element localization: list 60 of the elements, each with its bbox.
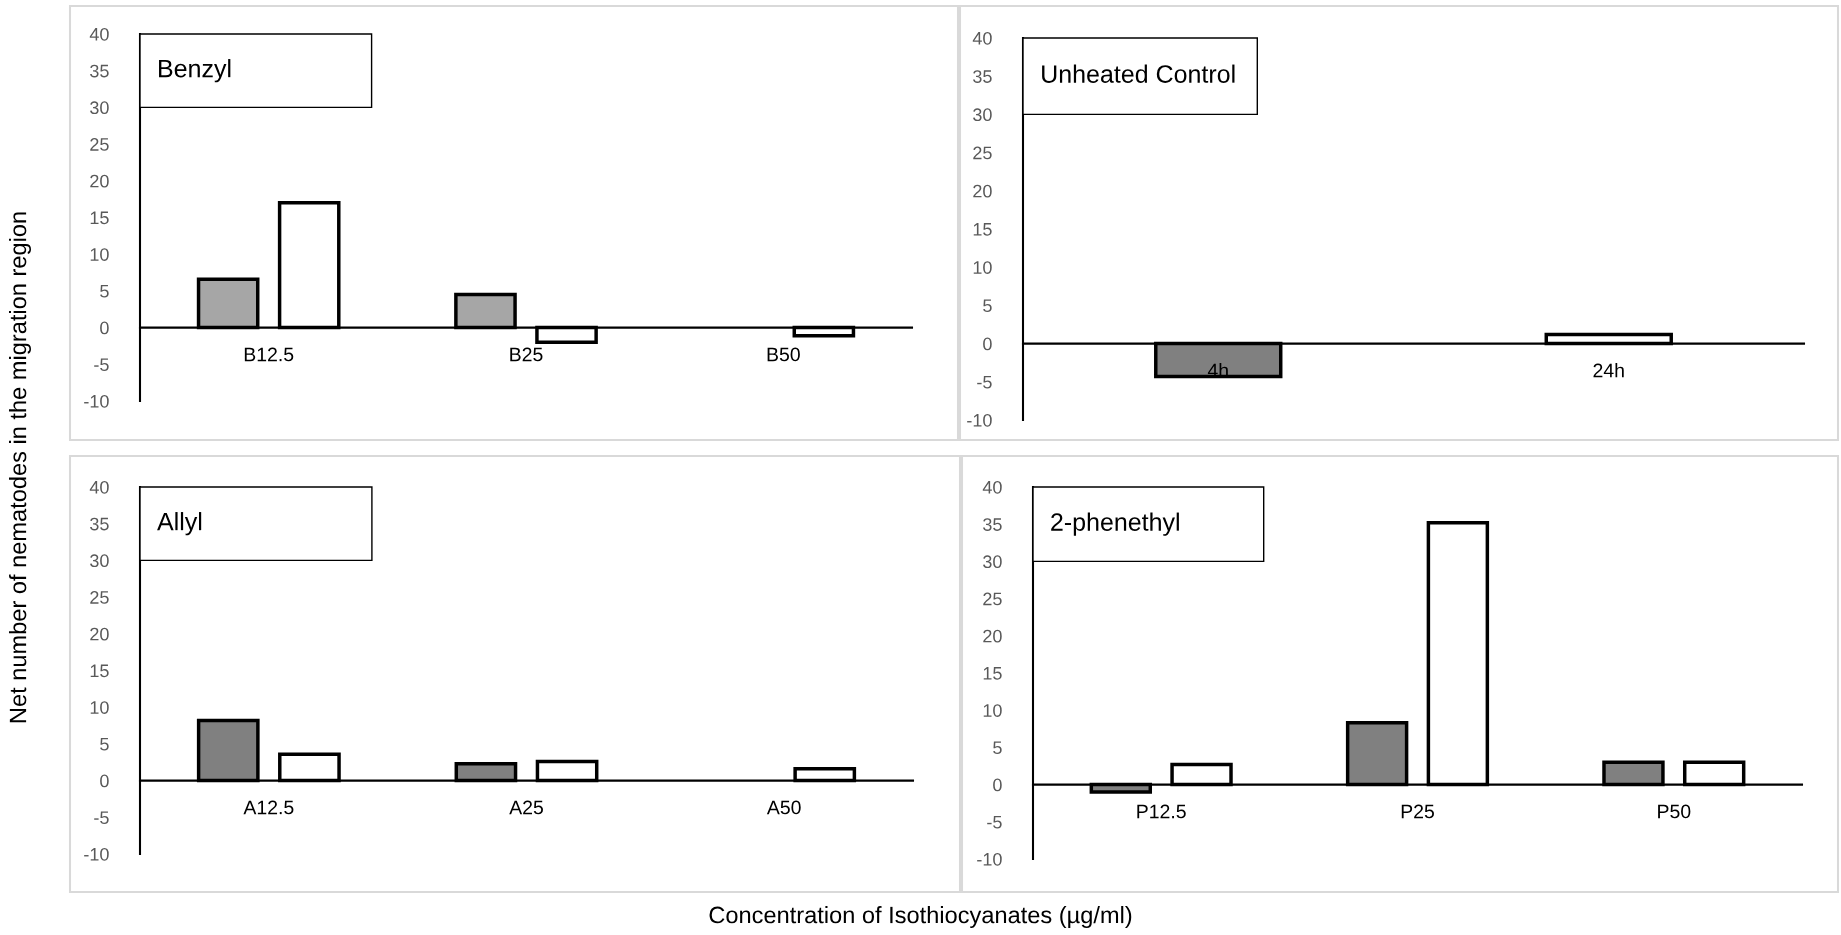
y-tick-label: 25 [983,592,1002,606]
y-tick-label: 10 [90,701,109,714]
x-tick-label: B12.5 [244,347,294,362]
y-tick-label: 25 [90,591,109,604]
y-tick-label: -10 [977,852,1002,866]
y-tick-label: 35 [983,518,1002,531]
y-tick-label: 30 [973,108,992,122]
y-tick-label: 30 [90,101,109,115]
y-tick-label: -10 [84,394,109,408]
y-tick-label: 20 [90,627,109,641]
x-tick-label: P50 [1658,804,1691,819]
y-tick-label: 25 [90,138,109,151]
y-tick-label: 15 [90,664,109,678]
y-tick-label: 0 [100,321,109,335]
y-tick-label: 40 [972,31,992,45]
y-tick-label: 5 [993,741,1002,755]
y-tick-label: -10 [967,413,992,427]
x-tick-label: B50 [767,347,800,362]
y-tick-label: 15 [90,211,109,225]
y-tick-label: -5 [987,815,1002,829]
y-tick-label: 40 [982,480,1002,494]
y-tick-label: 10 [973,261,992,274]
y-tick-label: 40 [89,480,109,494]
y-tick-label: 35 [90,517,109,531]
x-tick-label: P25 [1401,804,1434,819]
y-tick-label: 10 [90,248,109,261]
y-tick-label: 30 [90,554,109,568]
text: 2-phenethyl [1051,512,1179,536]
x-tick-label: P12.5 [1137,804,1186,819]
y-tick-label: 15 [983,667,1002,680]
x-tick-label: B25 [510,347,543,362]
x-tick-label: A50 [766,800,801,815]
x-tick-label: A12.5 [243,800,294,815]
y-tick-label: 40 [89,27,109,41]
y-tick-label: 5 [100,738,109,751]
y-tick-label: 20 [90,174,109,188]
y-tick-label: 0 [993,778,1002,792]
y-tick-label: 35 [973,70,992,83]
y-tick-label: 20 [973,184,992,198]
y-tick-label: -5 [94,811,109,825]
y-axis-title: Net number of nematodes in the migration region [9,212,31,723]
y-tick-label: 30 [983,555,1002,569]
y-tick-label: -10 [84,847,109,861]
y-tick-label: 0 [983,337,992,351]
x-tick-label: 24h [1593,363,1624,378]
y-tick-label: 35 [90,64,109,78]
y-tick-label: 25 [973,146,992,160]
y-tick-label: -5 [94,358,109,372]
y-tick-label: 5 [100,285,109,298]
y-tick-label: 15 [973,223,992,236]
y-tick-label: 5 [983,299,992,313]
text: Allyl [157,512,202,536]
y-tick-label: 10 [983,704,1002,717]
y-tick-label: 20 [983,629,1002,643]
x-axis-title: Concentration of Isothiocyanates (µg/ml) [709,905,1132,929]
text: Unheated Control [1042,64,1235,83]
y-tick-label: 0 [100,774,109,788]
text: Benzyl [159,59,231,83]
x-tick-label: A25 [509,800,543,815]
y-tick-label: -5 [977,375,992,389]
